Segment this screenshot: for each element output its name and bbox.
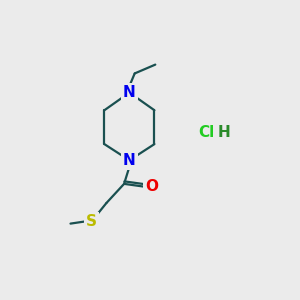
Text: H: H [218, 125, 231, 140]
Text: N: N [123, 153, 136, 168]
Text: O: O [145, 179, 158, 194]
Text: S: S [86, 214, 97, 229]
Text: Cl: Cl [198, 125, 214, 140]
Text: N: N [123, 85, 136, 100]
